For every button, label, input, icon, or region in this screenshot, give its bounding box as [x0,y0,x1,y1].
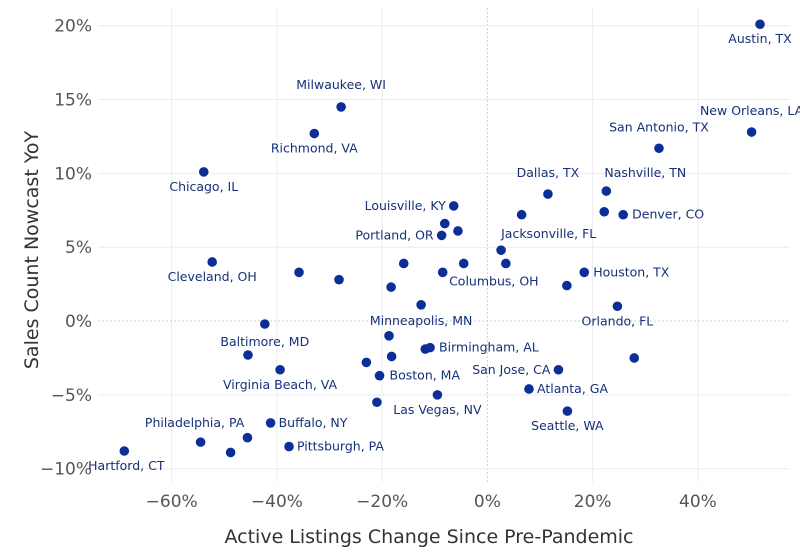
data-point [260,319,270,329]
y-tick-label: 15% [54,91,92,111]
data-point [579,267,590,278]
data-point [275,364,285,375]
data-point [284,441,294,452]
data-point [629,353,640,363]
data-point [334,274,344,285]
axis-ticks: −60% −40% −20% 0% 20% 40% −10% −5% 0% 5% 10% 15% 20% [40,17,717,512]
point-label: Boston, MA [390,368,461,383]
data-point [746,127,757,137]
data-point [309,128,320,139]
y-tick-label: −5% [51,386,92,406]
x-tick-label: −20% [356,492,408,512]
data-points [119,19,765,458]
point-label: Richmond, VA [271,141,358,156]
point-label: San Jose, CA [472,362,551,377]
data-point [453,226,463,236]
data-point [496,245,506,255]
data-point [436,230,447,241]
point-label: San Antonio, TX [609,119,709,134]
data-point [336,102,346,112]
data-point [425,342,435,353]
data-point [755,19,765,30]
point-label: Minneapolis, MN [370,313,473,328]
data-point [398,258,409,269]
data-point [432,390,443,400]
point-label: Orlando, FL [582,313,654,328]
point-label: Dallas, TX [517,165,580,180]
x-axis-title: Active Listings Change Since Pre-Pandemi… [224,526,633,548]
x-tick-label: −60% [146,492,198,512]
data-point [361,357,372,368]
x-tick-label: −40% [251,492,303,512]
data-point [198,167,209,177]
data-point [384,331,394,341]
x-tick-label: 20% [574,492,612,512]
point-label: Atlanta, GA [537,381,608,396]
data-point [294,267,304,278]
data-point [207,257,217,267]
data-point [599,206,610,217]
data-point [374,370,385,381]
y-axis-title: Sales Count Nowcast YoY [21,130,43,369]
y-tick-label: 20% [54,17,92,37]
data-point [501,258,511,269]
y-tick-label: 5% [65,238,92,258]
point-label: Baltimore, MD [220,334,309,349]
data-point [448,201,459,211]
data-point [654,143,664,154]
data-point [612,301,623,312]
data-point [553,364,564,375]
data-point [195,437,206,447]
data-point [265,418,276,428]
point-label: Austin, TX [728,31,792,46]
x-tick-label: 40% [679,492,717,512]
y-tick-label: −10% [40,460,92,480]
point-label: Cleveland, OH [168,269,257,284]
point-label: Virginia Beach, VA [223,377,338,392]
point-label: Birmingham, AL [439,340,539,355]
data-point [243,350,253,360]
data-point [225,447,236,458]
point-label: Buffalo, NY [279,415,348,430]
point-label: Seattle, WA [531,418,604,433]
data-point [386,282,396,292]
data-point [119,446,130,456]
data-point [562,280,572,291]
data-point [372,397,382,408]
data-point [524,384,534,394]
point-label: Hartford, CT [88,458,165,473]
data-point [242,432,253,443]
data-point [437,267,448,278]
grid [98,8,790,482]
point-label: Philadelphia, PA [145,415,245,430]
x-tick-label: 0% [474,492,501,512]
data-point [562,406,573,416]
point-label: Chicago, IL [169,179,238,194]
data-point [543,189,553,199]
data-point [601,186,612,196]
y-tick-label: 0% [65,312,92,332]
point-label: Milwaukee, WI [296,77,386,92]
data-point [386,351,397,362]
data-point [458,258,469,269]
point-label: Pittsburgh, PA [297,439,384,454]
point-label: Louisville, KY [365,198,447,213]
point-label: Nashville, TN [604,165,686,180]
data-point [618,209,628,220]
point-label: Portland, OR [355,227,434,242]
point-label: New Orleans, LA [700,103,800,118]
point-label: Columbus, OH [449,273,539,288]
data-point [416,300,426,310]
point-label: Las Vegas, NV [393,402,482,417]
point-label: Denver, CO [632,207,704,222]
point-label: Jacksonville, FL [500,226,596,241]
y-tick-label: 10% [54,164,92,184]
point-label: Houston, TX [593,264,670,279]
data-point [516,209,527,220]
data-point [439,218,450,229]
